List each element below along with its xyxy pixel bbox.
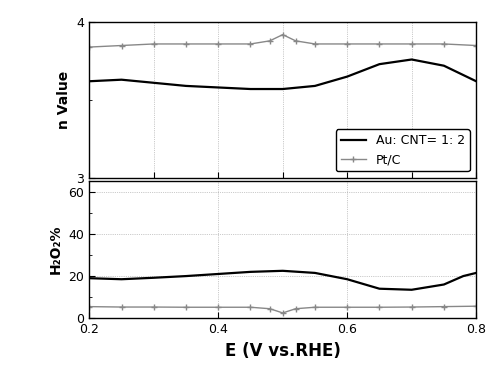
Pt/C — [473, 43, 479, 48]
Au: CNT= 1: 2: (0.35, 3.59): CNT= 1: 2: (0.35, 3.59) — [183, 84, 189, 88]
Legend: Au: CNT= 1: 2, Pt/C: Au: CNT= 1: 2, Pt/C — [336, 129, 470, 171]
X-axis label: E (V vs.RHE): E (V vs.RHE) — [225, 342, 341, 360]
Au: CNT= 1: 2: (0.65, 3.73): CNT= 1: 2: (0.65, 3.73) — [376, 62, 382, 66]
Au: CNT= 1: 2: (0.3, 3.61): CNT= 1: 2: (0.3, 3.61) — [151, 81, 157, 85]
Pt/C — [312, 42, 318, 46]
Pt/C — [267, 38, 273, 43]
Au: CNT= 1: 2: (0.6, 3.65): CNT= 1: 2: (0.6, 3.65) — [344, 74, 350, 79]
Au: CNT= 1: 2: (0.55, 3.59): CNT= 1: 2: (0.55, 3.59) — [312, 84, 318, 88]
Pt/C — [215, 42, 221, 46]
Au: CNT= 1: 2: (0.7, 3.76): CNT= 1: 2: (0.7, 3.76) — [409, 57, 415, 62]
Au: CNT= 1: 2: (0.4, 3.58): CNT= 1: 2: (0.4, 3.58) — [215, 85, 221, 90]
Au: CNT= 1: 2: (0.5, 3.57): CNT= 1: 2: (0.5, 3.57) — [280, 87, 286, 91]
Pt/C — [376, 42, 382, 46]
Line: Pt/C: Pt/C — [86, 32, 479, 50]
Pt/C — [280, 33, 286, 37]
Pt/C — [293, 38, 299, 43]
Pt/C — [344, 42, 350, 46]
Pt/C — [248, 42, 253, 46]
Pt/C — [409, 42, 415, 46]
Au: CNT= 1: 2: (0.2, 3.62): CNT= 1: 2: (0.2, 3.62) — [86, 79, 92, 84]
Y-axis label: n Value: n Value — [57, 71, 71, 129]
Pt/C — [183, 42, 189, 46]
Pt/C — [119, 43, 124, 48]
Pt/C — [86, 45, 92, 49]
Pt/C — [151, 42, 157, 46]
Pt/C — [441, 42, 447, 46]
Au: CNT= 1: 2: (0.25, 3.63): CNT= 1: 2: (0.25, 3.63) — [119, 77, 124, 82]
Au: CNT= 1: 2: (0.75, 3.72): CNT= 1: 2: (0.75, 3.72) — [441, 64, 447, 68]
Line: Au: CNT= 1: 2: Au: CNT= 1: 2 — [89, 60, 476, 89]
Y-axis label: H₂O₂%: H₂O₂% — [49, 225, 63, 275]
Au: CNT= 1: 2: (0.8, 3.62): CNT= 1: 2: (0.8, 3.62) — [473, 79, 479, 84]
Au: CNT= 1: 2: (0.45, 3.57): CNT= 1: 2: (0.45, 3.57) — [248, 87, 253, 91]
Au: CNT= 1: 2: (0.78, 3.66): CNT= 1: 2: (0.78, 3.66) — [460, 73, 466, 77]
